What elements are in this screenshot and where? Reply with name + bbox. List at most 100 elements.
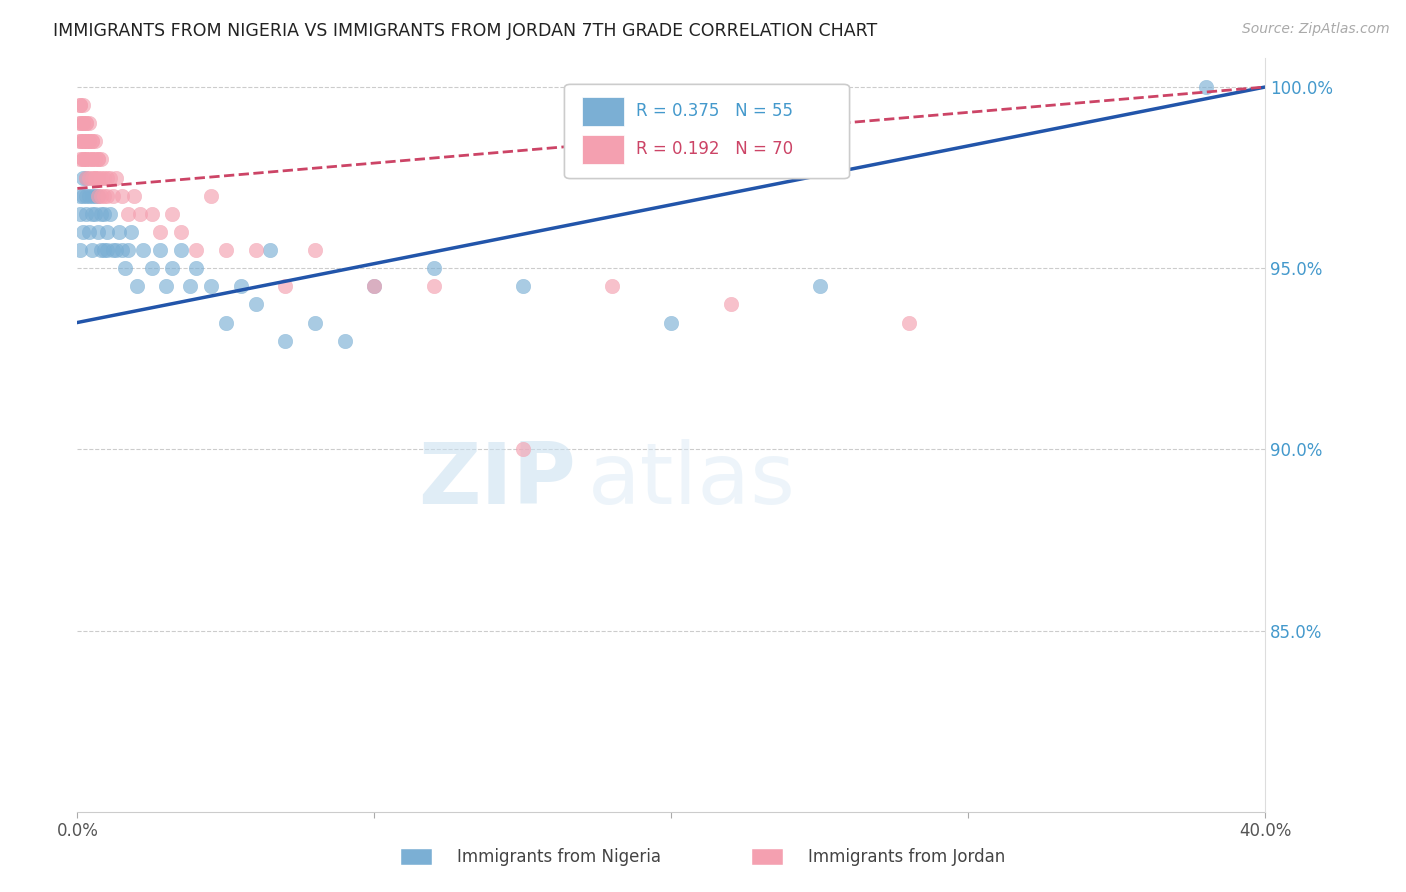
Point: [87, 153, 110, 167]
Text: ZIP: ZIP: [419, 439, 576, 522]
Point: [77, 188, 100, 202]
Point: [104, 170, 127, 185]
Point: [90, 170, 112, 185]
Point: [229, 279, 252, 293]
Point: [82, 170, 104, 185]
Point: [69, 134, 91, 148]
Point: [75, 170, 97, 185]
Point: [96, 188, 118, 202]
Point: [162, 207, 184, 221]
Point: [101, 243, 124, 257]
Point: [75, 207, 97, 221]
Point: [304, 243, 326, 257]
Point: [69, 116, 91, 130]
Point: [101, 188, 124, 202]
Point: [84, 188, 107, 202]
Point: [77, 225, 100, 239]
Point: [72, 153, 94, 167]
Point: [1195, 79, 1218, 94]
Point: [274, 334, 297, 348]
Point: [898, 316, 921, 330]
Text: atlas: atlas: [588, 439, 796, 522]
Point: [75, 116, 97, 130]
Point: [84, 134, 107, 148]
Point: [149, 225, 172, 239]
Point: [179, 279, 201, 293]
Point: [512, 279, 534, 293]
Point: [600, 279, 623, 293]
Point: [155, 279, 177, 293]
Point: [274, 279, 297, 293]
Point: [72, 98, 94, 112]
Point: [200, 188, 222, 202]
Point: [90, 188, 112, 202]
Point: [200, 279, 222, 293]
Point: [128, 207, 150, 221]
Point: [93, 170, 115, 185]
Point: [304, 316, 326, 330]
Point: [75, 170, 97, 185]
FancyBboxPatch shape: [564, 85, 849, 178]
Point: [72, 134, 94, 148]
Point: [93, 188, 115, 202]
Point: [69, 116, 91, 130]
Bar: [582, 135, 624, 163]
Point: [162, 261, 184, 276]
Text: IMMIGRANTS FROM NIGERIA VS IMMIGRANTS FROM JORDAN 7TH GRADE CORRELATION CHART: IMMIGRANTS FROM NIGERIA VS IMMIGRANTS FR…: [53, 22, 877, 40]
Text: R = 0.192   N = 70: R = 0.192 N = 70: [636, 140, 793, 158]
Point: [75, 153, 97, 167]
Point: [75, 134, 97, 148]
Point: [125, 279, 148, 293]
Point: [90, 243, 112, 257]
Point: [131, 243, 153, 257]
Point: [90, 153, 112, 167]
Point: [69, 153, 91, 167]
Point: [111, 188, 134, 202]
Point: [215, 316, 238, 330]
Point: [72, 188, 94, 202]
Point: [69, 134, 91, 148]
Point: [93, 207, 115, 221]
Point: [87, 225, 110, 239]
Point: [512, 442, 534, 457]
Point: [75, 116, 97, 130]
Point: [186, 243, 208, 257]
Point: [77, 153, 100, 167]
Point: [259, 243, 281, 257]
Point: [423, 279, 446, 293]
Point: [363, 279, 385, 293]
Point: [96, 225, 118, 239]
Point: [72, 170, 94, 185]
Point: [87, 188, 110, 202]
Point: [82, 134, 104, 148]
Point: [141, 261, 163, 276]
Point: [69, 243, 91, 257]
Point: [82, 207, 104, 221]
Point: [104, 243, 127, 257]
Point: [75, 153, 97, 167]
Point: [245, 243, 267, 257]
Text: Source: ZipAtlas.com: Source: ZipAtlas.com: [1241, 22, 1389, 37]
Point: [77, 134, 100, 148]
Point: [87, 153, 110, 167]
Text: Immigrants from Jordan: Immigrants from Jordan: [808, 848, 1005, 866]
Text: R = 0.375   N = 55: R = 0.375 N = 55: [636, 103, 793, 120]
Point: [82, 153, 104, 167]
Point: [87, 170, 110, 185]
Point: [77, 134, 100, 148]
Point: [72, 134, 94, 148]
Point: [98, 170, 121, 185]
Point: [84, 170, 107, 185]
Point: [82, 134, 104, 148]
Point: [170, 225, 193, 239]
Point: [111, 243, 134, 257]
Point: [82, 188, 104, 202]
Point: [72, 225, 94, 239]
Text: Immigrants from Nigeria: Immigrants from Nigeria: [457, 848, 661, 866]
Point: [72, 116, 94, 130]
Point: [72, 116, 94, 130]
Point: [87, 188, 110, 202]
Point: [82, 153, 104, 167]
Point: [661, 316, 683, 330]
Point: [122, 188, 145, 202]
